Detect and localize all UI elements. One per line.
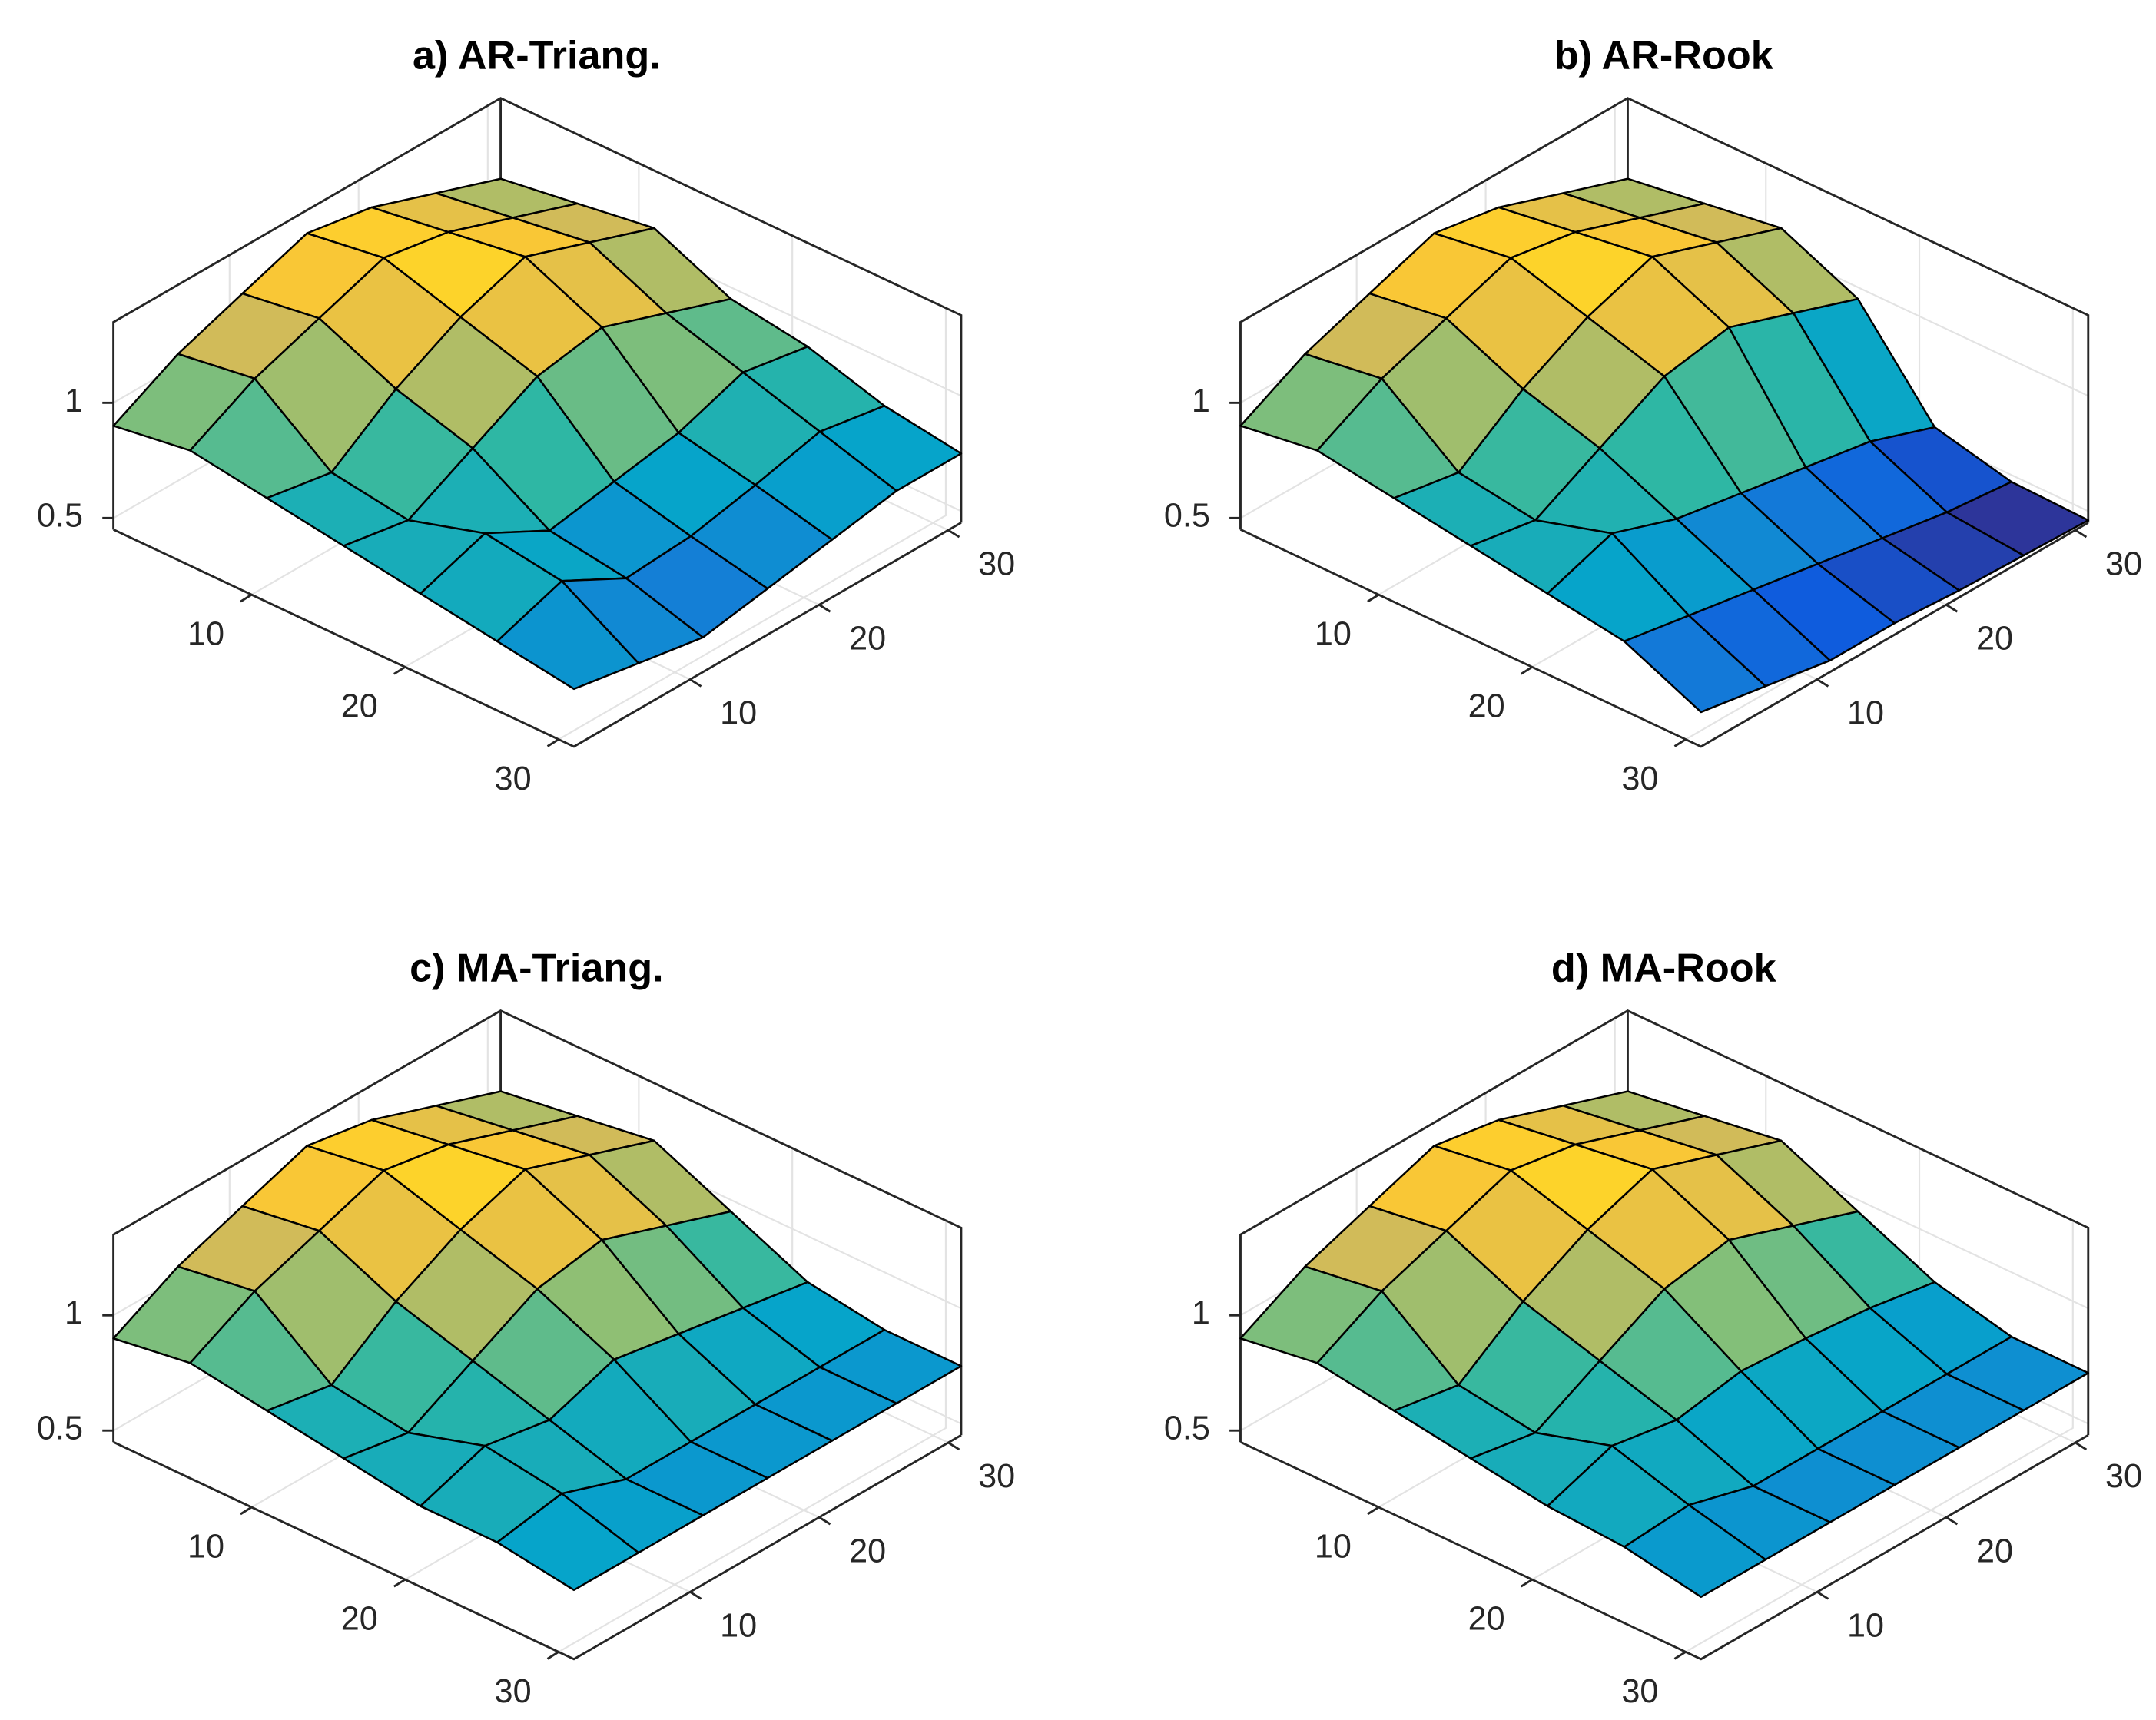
- x-tick-label: 30: [495, 761, 532, 797]
- axis-box-edge: [112, 1433, 962, 1661]
- y-tick-label: 20: [849, 1533, 886, 1569]
- z-tick-label: 0.5: [37, 1410, 83, 1447]
- y-tick-label: 30: [978, 545, 1015, 582]
- z-tick-label: 0.5: [1164, 1410, 1210, 1447]
- subplot-title: d) MA-Rook: [1551, 946, 1777, 990]
- z-tick-label: 1: [65, 1295, 83, 1332]
- y-tick: [689, 678, 702, 688]
- y-tick-label: 30: [978, 1458, 1015, 1495]
- x-tick-label: 30: [1621, 761, 1658, 797]
- y-tick: [947, 529, 960, 539]
- x-tick: [1520, 1578, 1533, 1588]
- x-tick: [393, 1578, 406, 1588]
- grid-line: [558, 308, 947, 741]
- z-tick-label: 1: [65, 383, 83, 419]
- axis-box-edge: [112, 522, 962, 748]
- y-tick: [1945, 604, 1959, 613]
- subplot-title: b) AR-Rook: [1554, 33, 1774, 78]
- x-tick: [240, 593, 253, 603]
- y-tick-label: 30: [2105, 545, 2142, 582]
- y-tick-label: 10: [720, 1608, 757, 1645]
- axis-box-edge: [1239, 1433, 2089, 1661]
- y-tick: [2075, 529, 2088, 539]
- subplot: c) MA-Triang. 10 20 30 10 20 30 0.5 1: [37, 946, 1015, 1710]
- z-tick-label: 1: [1192, 383, 1210, 419]
- y-tick-label: 20: [849, 620, 886, 657]
- x-tick-label: 20: [1468, 1601, 1505, 1638]
- x-tick: [240, 1506, 253, 1516]
- x-tick-label: 10: [1315, 616, 1352, 653]
- y-tick: [1945, 1516, 1959, 1526]
- subplot: a) AR-Triang. 10 20 30 10 20 30 0.5 1: [37, 33, 1015, 797]
- y-tick: [947, 1441, 960, 1451]
- y-tick-label: 30: [2105, 1458, 2142, 1495]
- x-tick-label: 20: [341, 1601, 378, 1638]
- axis-box-edge: [1239, 522, 2089, 748]
- surface-face: [496, 1492, 640, 1592]
- surface-face: [1623, 615, 1767, 714]
- subplot-title: a) AR-Triang.: [413, 33, 661, 78]
- y-tick-label: 10: [720, 695, 757, 732]
- y-tick-label: 10: [1847, 1608, 1884, 1645]
- x-tick: [546, 1651, 559, 1660]
- z-tick-label: 0.5: [37, 498, 83, 535]
- x-tick-label: 30: [495, 1673, 532, 1710]
- x-tick: [1673, 738, 1687, 747]
- x-tick-label: 20: [341, 688, 378, 725]
- y-tick: [1816, 678, 1829, 688]
- grid-line: [1685, 1220, 2074, 1653]
- x-tick: [1367, 593, 1380, 603]
- x-tick-label: 10: [1315, 1528, 1352, 1565]
- x-tick-label: 10: [187, 616, 224, 653]
- y-tick: [818, 604, 831, 613]
- x-tick: [1673, 1651, 1687, 1660]
- y-tick-label: 10: [1847, 695, 1884, 732]
- x-tick-label: 30: [1621, 1673, 1658, 1710]
- x-tick: [393, 666, 406, 675]
- x-tick: [546, 738, 559, 747]
- y-tick: [689, 1591, 702, 1600]
- surface-face: [496, 580, 640, 691]
- y-tick: [2075, 1441, 2088, 1451]
- y-tick: [818, 1516, 831, 1526]
- x-tick: [1367, 1506, 1380, 1516]
- y-tick-label: 20: [1976, 620, 2013, 657]
- subplot: d) MA-Rook 10 20 30 10 20 30 0.5 1: [1164, 946, 2142, 1710]
- surface-face: [1623, 1503, 1767, 1599]
- x-tick-label: 20: [1468, 688, 1505, 725]
- x-tick-label: 10: [187, 1528, 224, 1565]
- y-tick: [1816, 1591, 1829, 1600]
- grid-line: [558, 1220, 947, 1653]
- z-tick-label: 1: [1192, 1295, 1210, 1332]
- y-tick-label: 20: [1976, 1533, 2013, 1569]
- x-tick: [1520, 666, 1533, 675]
- subplot: b) AR-Rook 10 20 30 10 20 30 0.5 1: [1164, 33, 2142, 797]
- subplot-title: c) MA-Triang.: [410, 946, 664, 990]
- z-tick-label: 0.5: [1164, 498, 1210, 535]
